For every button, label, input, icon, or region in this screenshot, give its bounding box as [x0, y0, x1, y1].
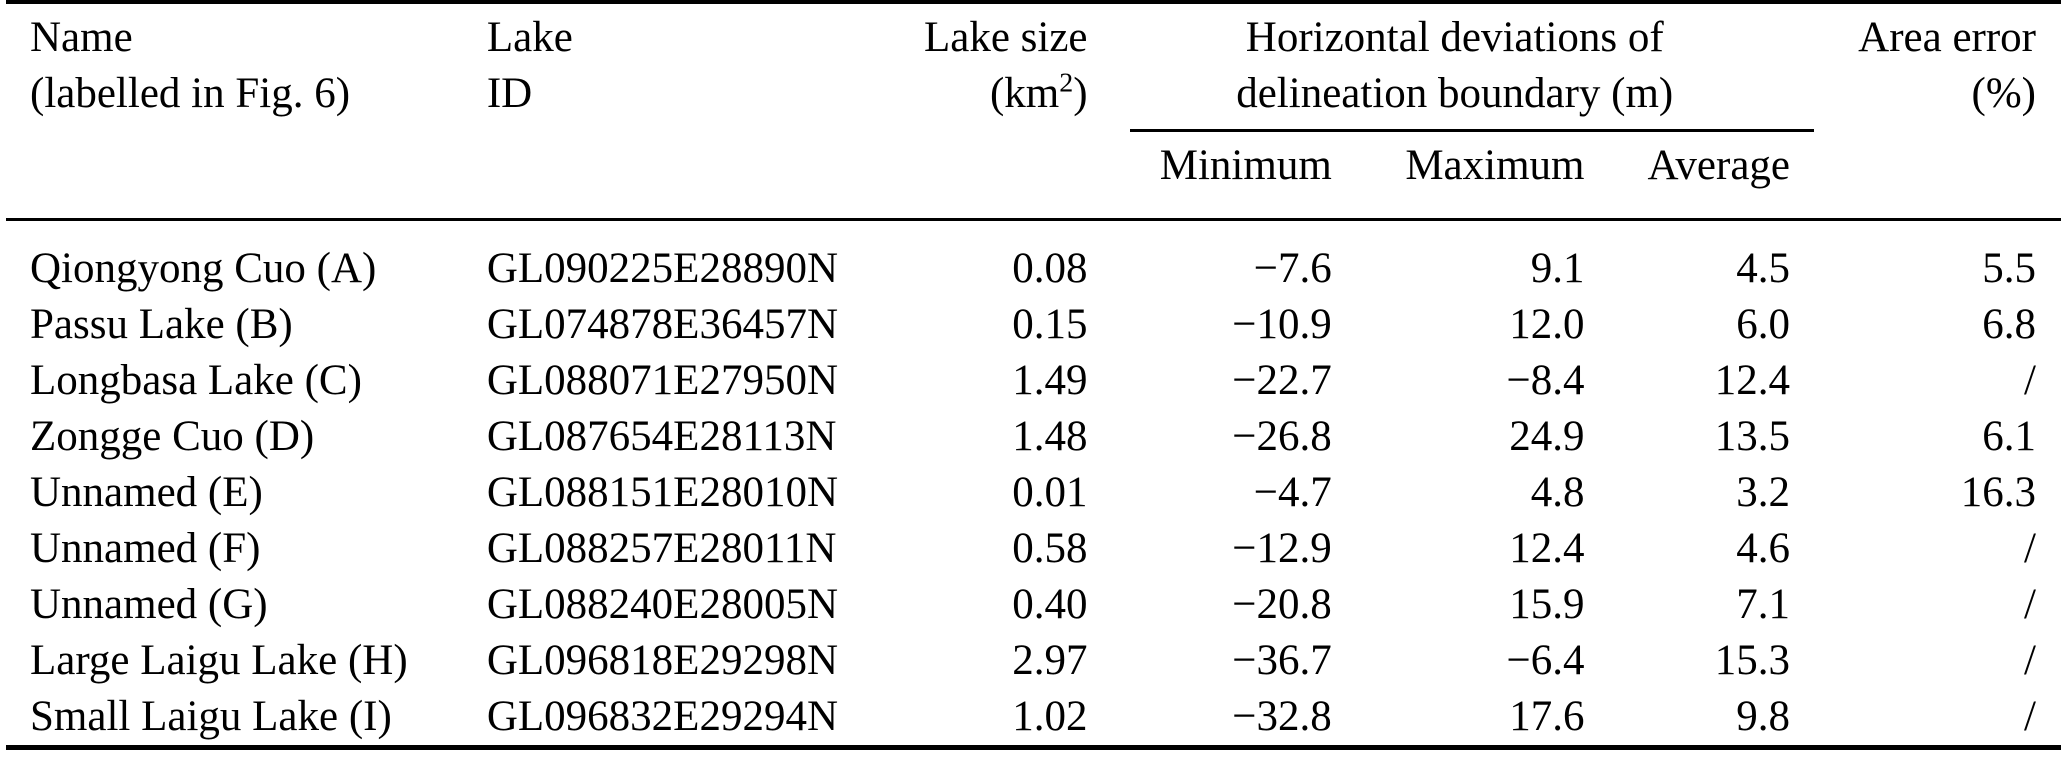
lake-size-unit-exponent: 2 — [1059, 67, 1074, 99]
header-row-3: Minimum Maximum Average — [6, 138, 2061, 221]
cell-min-deviation: −22.7 — [1232, 357, 1332, 404]
cell-avg-deviation: 4.5 — [1736, 245, 1790, 292]
cell-max-deviation: 4.8 — [1530, 469, 1585, 516]
header-minimum: Minimum — [1109, 138, 1344, 221]
table-row: Zongge Cuo (D) GL087654E28113N 1.48 −26.… — [6, 409, 2061, 465]
cell-name: Passu Lake (B) — [30, 301, 293, 348]
cell-name: Zongge Cuo (D) — [30, 413, 315, 460]
cell-min-deviation: −10.9 — [1232, 301, 1332, 348]
cell-area-error: / — [2024, 525, 2036, 572]
table-row: Passu Lake (B) GL074878E36457N 0.15 −10.… — [6, 297, 2061, 353]
cell-max-deviation: 12.4 — [1509, 525, 1585, 572]
cell-lake-id: GL096818E29298N — [486, 637, 838, 684]
table-row: Unnamed (F) GL088257E28011N 0.58 −12.9 1… — [6, 521, 2061, 577]
cell-name: Unnamed (G) — [30, 581, 268, 628]
table-row: Longbasa Lake (C) GL088071E27950N 1.49 −… — [6, 353, 2061, 409]
cell-name: Unnamed (E) — [30, 469, 263, 516]
cell-area-error: 16.3 — [1960, 469, 2036, 516]
header-lake-size-line1: Lake size — [923, 14, 1088, 61]
cell-name: Small Laigu Lake (I) — [30, 693, 392, 740]
table-row: Unnamed (G) GL088240E28005N 0.40 −20.8 1… — [6, 577, 2061, 633]
cell-lake-size: 0.01 — [1012, 469, 1088, 516]
header-lake-id-line1: Lake — [486, 14, 573, 61]
cell-avg-deviation: 9.8 — [1736, 693, 1790, 740]
cell-max-deviation: −6.4 — [1506, 637, 1585, 684]
table-row: Qiongyong Cuo (A) GL090225E28890N 0.08 −… — [6, 220, 2061, 298]
cell-name: Unnamed (F) — [30, 525, 261, 572]
header-name-line2: (labelled in Fig. 6) — [30, 70, 351, 117]
cell-area-error: / — [2024, 693, 2036, 740]
header-average: Average — [1594, 138, 1800, 221]
cell-avg-deviation: 3.2 — [1736, 469, 1790, 516]
cell-lake-size: 0.15 — [1012, 301, 1088, 348]
cell-min-deviation: −12.9 — [1232, 525, 1332, 572]
cell-name: Large Laigu Lake (H) — [30, 637, 408, 684]
cell-avg-deviation: 13.5 — [1714, 413, 1790, 460]
cell-lake-id: GL087654E28113N — [486, 413, 837, 460]
group-rule-row — [6, 122, 2061, 138]
deviations-group-rule — [1130, 129, 1815, 132]
cell-lake-id: GL088240E28005N — [486, 581, 838, 628]
cell-lake-size: 0.40 — [1012, 581, 1088, 628]
table-row: Large Laigu Lake (H) GL096818E29298N 2.9… — [6, 633, 2061, 689]
cell-min-deviation: −36.7 — [1232, 637, 1332, 684]
header-deviations-group-line2: delineation boundary (m) — [1236, 70, 1674, 117]
lake-size-unit-open: (km — [989, 70, 1060, 117]
header-maximum: Maximum — [1343, 138, 1595, 221]
header-row-1: Name Lake Lake size Horizontal deviation… — [6, 2, 2061, 66]
cell-min-deviation: −32.8 — [1232, 693, 1332, 740]
cell-area-error: 6.8 — [1982, 301, 2036, 348]
cell-avg-deviation: 12.4 — [1714, 357, 1790, 404]
cell-max-deviation: 15.9 — [1509, 581, 1585, 628]
header-deviations-group-line1: Horizontal deviations of — [1245, 14, 1664, 61]
cell-lake-size: 1.49 — [1012, 357, 1088, 404]
cell-area-error: 6.1 — [1982, 413, 2036, 460]
table-row: Unnamed (E) GL088151E28010N 0.01 −4.7 4.… — [6, 465, 2061, 521]
header-area-error-line2: (%) — [1971, 70, 2036, 117]
cell-max-deviation: 17.6 — [1509, 693, 1585, 740]
cell-avg-deviation: 6.0 — [1736, 301, 1790, 348]
cell-area-error: / — [2024, 357, 2036, 404]
cell-lake-id: GL096832E29294N — [486, 693, 838, 740]
cell-lake-size: 2.97 — [1012, 637, 1088, 684]
cell-avg-deviation: 7.1 — [1736, 581, 1790, 628]
table-row: Small Laigu Lake (I) GL096832E29294N 1.0… — [6, 689, 2061, 748]
cell-name: Longbasa Lake (C) — [30, 357, 362, 404]
cell-avg-deviation: 4.6 — [1736, 525, 1790, 572]
cell-min-deviation: −26.8 — [1232, 413, 1332, 460]
cell-area-error: 5.5 — [1982, 245, 2036, 292]
cell-area-error: / — [2024, 637, 2036, 684]
cell-avg-deviation: 15.3 — [1714, 637, 1790, 684]
cell-max-deviation: −8.4 — [1506, 357, 1585, 404]
cell-name: Qiongyong Cuo (A) — [30, 245, 377, 292]
cell-min-deviation: −20.8 — [1232, 581, 1332, 628]
header-area-error-line1: Area error — [1858, 14, 2036, 61]
cell-lake-id: GL074878E36457N — [486, 301, 838, 348]
header-lake-id-line2: ID — [486, 70, 533, 117]
cell-lake-id: GL088071E27950N — [486, 357, 838, 404]
cell-lake-id: GL088151E28010N — [486, 469, 838, 516]
cell-lake-size: 0.58 — [1012, 525, 1088, 572]
header-name-line1: Name — [30, 14, 133, 61]
cell-max-deviation: 12.0 — [1509, 301, 1585, 348]
lake-accuracy-table: Name Lake Lake size Horizontal deviation… — [6, 0, 2061, 750]
header-lake-size-line2: (km2) — [900, 66, 1110, 122]
cell-area-error: / — [2024, 581, 2036, 628]
cell-max-deviation: 24.9 — [1509, 413, 1585, 460]
cell-lake-id: GL088257E28011N — [486, 525, 837, 572]
cell-lake-id: GL090225E28890N — [486, 245, 838, 292]
cell-max-deviation: 9.1 — [1530, 245, 1585, 292]
header-row-2: (labelled in Fig. 6) ID (km2) delineatio… — [6, 66, 2061, 122]
cell-min-deviation: −4.7 — [1253, 469, 1332, 516]
cell-min-deviation: −7.6 — [1253, 245, 1332, 292]
cell-lake-size: 1.48 — [1012, 413, 1088, 460]
lake-size-unit-close: ) — [1073, 70, 1088, 117]
cell-lake-size: 1.02 — [1012, 693, 1088, 740]
lake-accuracy-table-wrap: Name Lake Lake size Horizontal deviation… — [6, 0, 2061, 750]
cell-lake-size: 0.08 — [1012, 245, 1088, 292]
